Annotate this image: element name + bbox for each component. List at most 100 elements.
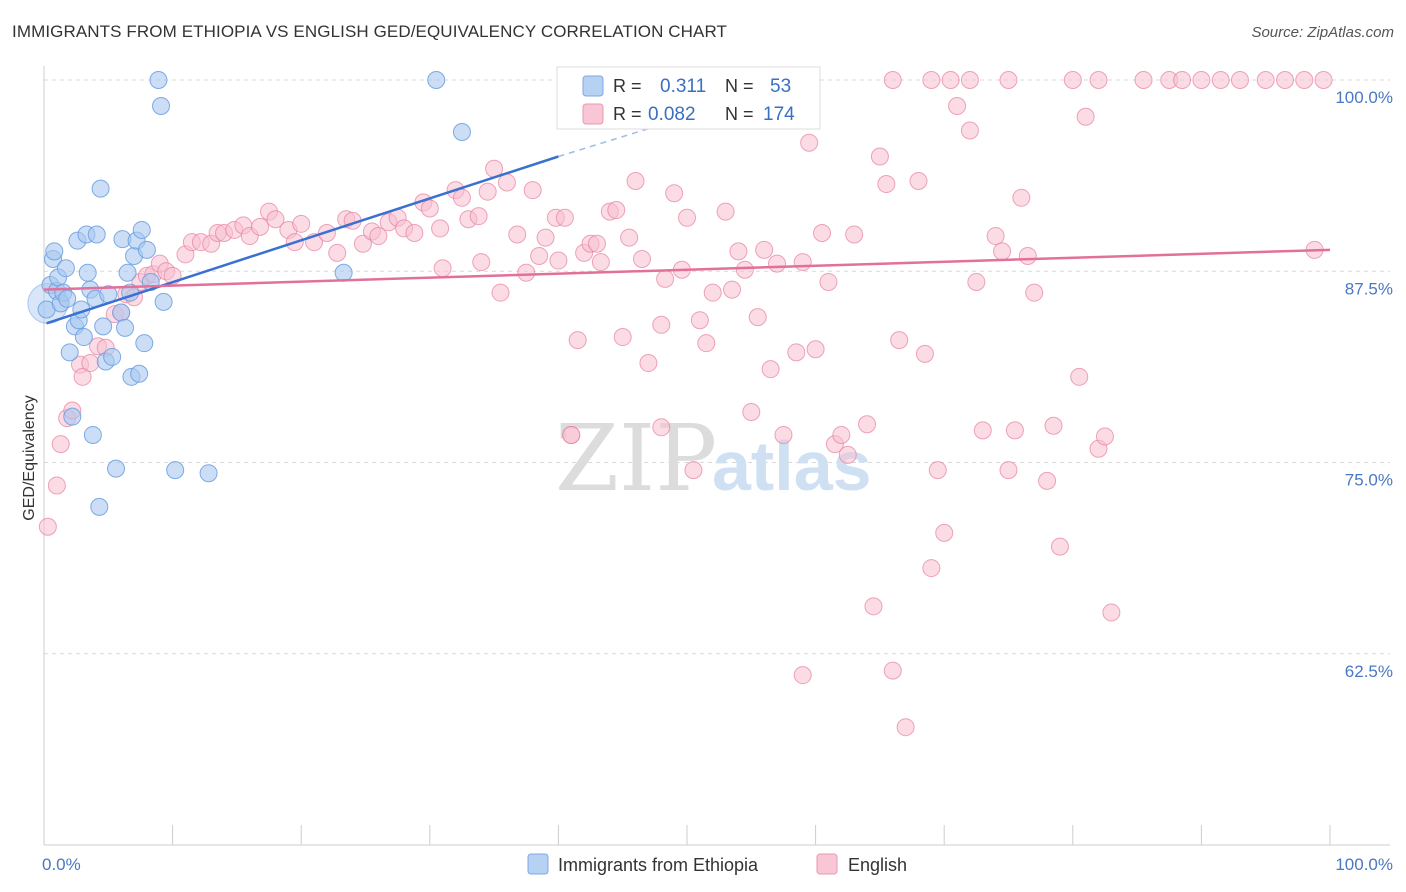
point-english-72 [587,234,606,253]
point-ethiopia-48 [334,263,353,282]
point-english-49 [431,219,450,238]
point-ethiopia-22 [87,225,106,244]
point-english-158 [1256,71,1275,89]
point-english-61 [517,263,536,282]
point-ethiopia-38 [130,364,149,383]
point-english-58 [491,283,510,302]
point-english-97 [761,360,780,379]
point-english-55 [472,253,491,272]
point-ethiopia-28 [103,347,122,366]
legend-r-value-2: 0.082 [648,104,696,125]
point-english-48 [420,199,439,218]
legend-r-label-1: R = [613,76,642,96]
point-english-73 [591,253,610,272]
point-english-136 [1070,367,1089,386]
point-english-100 [787,343,806,362]
point-english-161 [1314,71,1333,89]
stats-legend: R = 0.311 N = 53 R = 0.082 N = 174 [556,66,821,130]
point-english-137 [1076,107,1095,126]
legend-r-value-1: 0.311 [660,76,706,97]
point-english-144 [652,418,671,437]
point-english-142 [793,666,812,685]
point-english-86 [684,461,703,480]
series-legend-label-english: English [848,855,907,875]
point-ethiopia-24 [91,179,110,198]
point-english-135 [1050,537,1069,556]
point-english-99 [774,425,793,444]
point-english-134 [1044,416,1063,435]
y-tick-label-1: 75.0% [1345,471,1393,490]
point-english-140 [1102,603,1121,622]
point-english-63 [530,246,549,265]
point-english-125 [973,421,992,440]
point-english-118 [915,344,934,363]
point-english-116 [896,718,915,737]
point-ethiopia-25 [94,317,113,336]
point-english-152 [1134,71,1153,89]
point-english-60 [508,225,527,244]
y-tick-labels: 62.5% 75.0% 87.5% 100.0% [1335,88,1393,681]
point-english-121 [935,523,954,542]
point-english-112 [870,147,889,166]
legend-r-label-2: R = [613,104,642,124]
legend-n-value-1: 53 [770,76,791,97]
point-english-66 [549,251,568,270]
point-ethiopia-46 [166,461,185,480]
point-english-81 [652,315,671,334]
point-english-120 [928,461,947,480]
point-english-7 [81,354,100,373]
trend-ethiopia [46,155,559,325]
point-english-2 [51,435,70,454]
point-english-156 [1211,71,1230,89]
point-english-105 [819,272,838,291]
point-english-0 [38,517,57,536]
point-ethiopia-3 [45,242,64,261]
point-ethiopia-39 [132,220,151,239]
point-ethiopia-40 [135,334,154,353]
point-english-89 [703,283,722,302]
point-english-40 [353,234,372,253]
point-english-148 [960,71,979,89]
point-english-151 [1089,71,1108,89]
point-english-59 [497,173,516,192]
series-legend-swatch-ethiopia [527,853,549,875]
gridlines [44,79,1390,655]
point-english-143 [562,425,581,444]
point-english-29 [251,217,270,236]
point-english-123 [960,121,979,140]
point-english-82 [656,269,675,288]
point-english-157 [1230,71,1249,89]
point-english-124 [967,272,986,291]
point-ethiopia-18 [78,263,97,282]
point-english-62 [523,181,542,200]
point-english-98 [768,254,787,273]
point-english-133 [1038,471,1057,490]
point-english-150 [1063,71,1082,89]
point-english-114 [883,661,902,680]
point-ethiopia-47 [199,464,218,483]
point-english-149 [999,71,1018,89]
point-ethiopia-43 [149,71,168,89]
point-english-91 [723,280,742,299]
source-label: Source: ZipAtlas.com [1251,24,1394,41]
point-english-79 [632,250,651,269]
point-english-119 [922,559,941,578]
legend-n-value-2: 174 [763,104,795,125]
point-english-88 [697,334,716,353]
point-english-50 [433,259,452,278]
y-tick-label-3: 100.0% [1335,88,1393,107]
point-ethiopia-8 [56,259,75,278]
point-english-145 [883,71,902,89]
point-english-129 [1005,421,1024,440]
point-english-77 [620,228,639,247]
y-tick-label-2: 87.5% [1345,279,1393,298]
point-english-96 [755,240,774,259]
point-ethiopia-33 [118,263,137,282]
point-english-127 [993,242,1012,261]
point-ethiopia-16 [74,328,93,347]
point-english-6 [73,367,92,386]
point-english-90 [716,202,735,221]
point-english-87 [690,311,709,330]
point-english-80 [639,354,658,373]
point-ethiopia-50 [452,123,471,142]
